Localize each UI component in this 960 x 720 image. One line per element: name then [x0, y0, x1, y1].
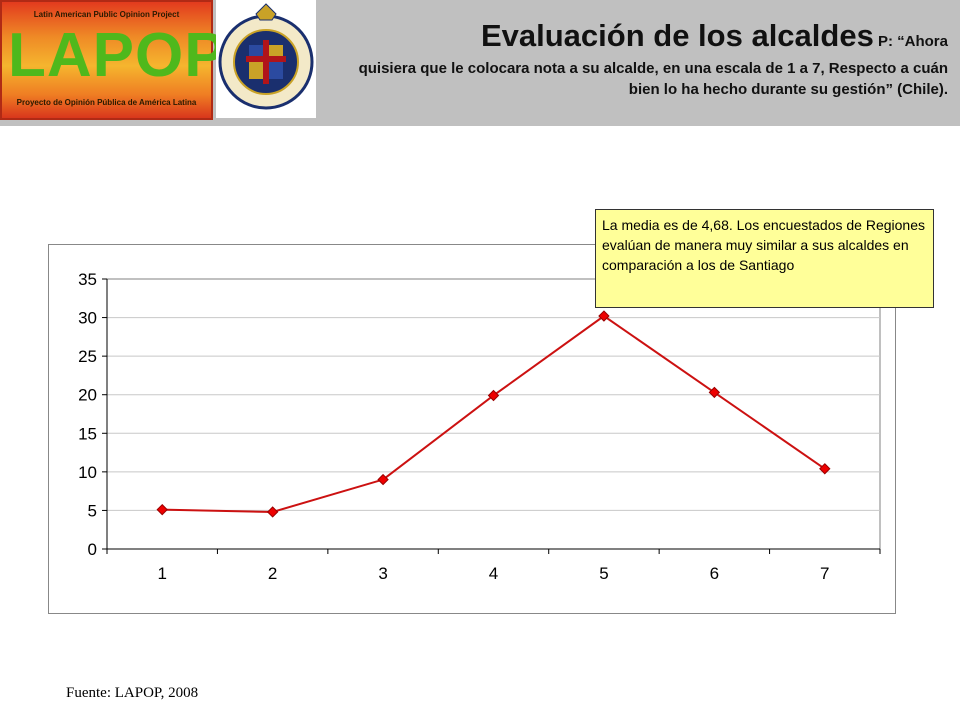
- y-tick-label: 15: [78, 424, 97, 443]
- x-tick-label: 3: [378, 564, 387, 583]
- header-bar: Latin American Public Opinion Project LA…: [0, 0, 960, 126]
- data-point: [266, 506, 279, 518]
- y-tick-label: 5: [88, 501, 97, 520]
- lapop-logo-subtitle: Proyecto de Opinión Pública de América L…: [16, 98, 197, 107]
- source-note: Fuente: LAPOP, 2008: [66, 685, 199, 701]
- question-text: quisiera que le colocara nota a su alcal…: [358, 60, 948, 98]
- y-tick-label: 0: [88, 540, 97, 559]
- plot-area: [106, 278, 881, 550]
- x-tick-label: 2: [268, 564, 277, 583]
- question-prefix: P: “Ahora: [873, 33, 948, 50]
- chart-frame: 0 5 10 15 20 25 30 35 1 2 3 4 5 6 7: [48, 244, 896, 614]
- y-tick-label: 20: [78, 386, 97, 405]
- x-tick-label: 1: [157, 564, 166, 583]
- data-point: [598, 310, 610, 322]
- lapop-logo-wordmark: LAPOP: [8, 21, 227, 90]
- y-tick-label: 30: [78, 309, 97, 328]
- data-point: [487, 389, 500, 402]
- university-seal: [216, 0, 316, 118]
- y-tick-label: 10: [78, 463, 97, 482]
- x-tick-label: 7: [820, 564, 829, 583]
- x-tick-label: 4: [489, 564, 498, 583]
- lapop-logo: Latin American Public Opinion Project LA…: [0, 0, 226, 120]
- line-chart: 0 5 10 15 20 25 30 35 1 2 3 4 5 6 7: [78, 270, 881, 583]
- data-point: [156, 503, 168, 516]
- y-tick-label: 25: [78, 347, 97, 366]
- data-point: [377, 473, 389, 486]
- x-tick-label: 5: [599, 564, 608, 583]
- university-seal-icon: [218, 3, 314, 110]
- y-tick-label: 35: [78, 270, 97, 289]
- data-point: [708, 386, 721, 399]
- lapop-logo-tagline: Latin American Public Opinion Project: [33, 10, 180, 19]
- page-title: Evaluación de los alcaldes: [480, 18, 874, 53]
- mean-note: La media es de 4,68. Los encuestados de …: [595, 209, 934, 308]
- title-block: Evaluación de los alcaldes P: “Ahora qui…: [348, 18, 948, 100]
- data-point: [819, 463, 831, 475]
- x-tick-label: 6: [710, 564, 719, 583]
